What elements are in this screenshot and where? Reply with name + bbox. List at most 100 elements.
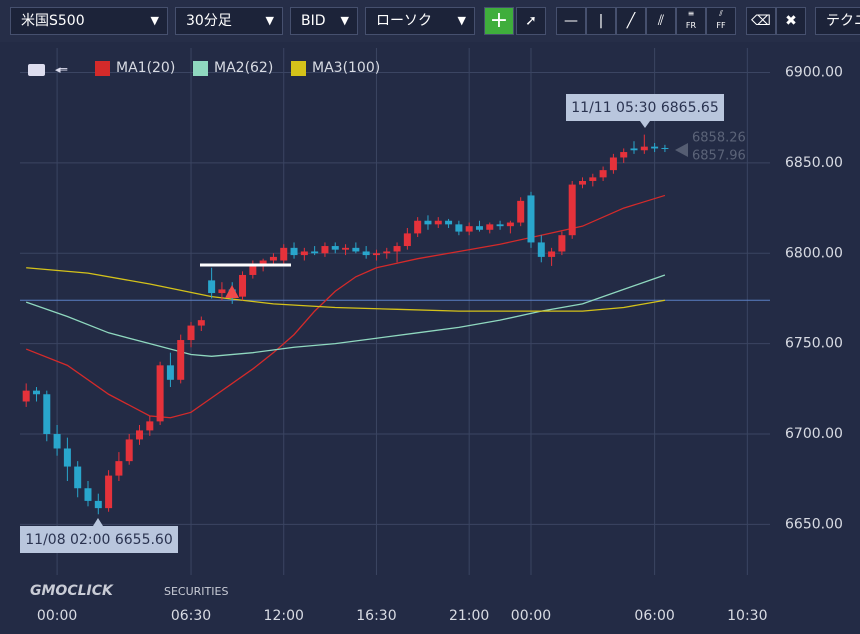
logo-sub: SECURITIES [164,585,228,598]
last-ask: 6857.96 [692,149,746,164]
timeframe: 30分足 [186,13,232,29]
technical: テクニ [826,13,860,29]
x-tick-label: 06:30 [171,608,211,624]
ma-line [25,274,666,357]
candle-body [94,500,102,509]
candle-body [125,439,133,462]
candle-body [177,340,185,380]
candle-body [445,220,453,225]
candle-body [32,390,40,395]
candle-body [300,251,308,256]
chart: 6650.00 6700.00 6750.00 6800.00 6850.00 6900.… [0,42,860,634]
candle-body [630,148,638,151]
legend-label: MA1(20) [116,60,175,76]
y-tick-label: 6650.00 [785,516,843,532]
candle-body [53,434,61,449]
crosshair-button[interactable]: + [484,7,514,35]
candle-body [465,226,473,232]
high-annotation: 11/11 05:30 6865.65 [571,100,719,116]
candle-body [372,253,380,256]
y-tick-label: 6700.00 [785,426,843,442]
candle-body [537,242,545,257]
x-tick-label: 00:00 [511,608,551,624]
candle-body [403,233,411,247]
candle-body [269,256,277,261]
candle-body [651,146,659,149]
vline-button[interactable]: | [586,7,616,35]
ff-button[interactable]: ⫽ FF [706,7,736,35]
candle-body [239,274,247,297]
candle-body [506,222,514,227]
style-select[interactable]: ローソク ▼ [365,7,475,35]
technical-button[interactable]: テクニ [815,7,860,35]
legend-label: MA3(100) [312,60,380,76]
candle-body [136,430,144,440]
eraser-button[interactable]: ⌫ [746,7,776,35]
candle-body [496,224,504,227]
candle-body [146,421,154,431]
last-price-pointer [675,143,688,157]
candle-body [290,247,298,256]
candle-body [352,247,360,252]
candle-body [434,220,442,225]
hline-button[interactable]: — [556,7,586,35]
candle-body [342,247,350,250]
candle-body [517,200,525,223]
candle-body [609,157,617,171]
y-tick-label: 6850.00 [785,155,843,171]
y-tick-label: 6800.00 [785,245,843,261]
erase-all-button[interactable]: ✖ [776,7,806,35]
low-annotation: 11/08 02:00 6655.60 [25,532,173,548]
comment-icon[interactable] [28,64,45,76]
candle-body [105,475,113,509]
collapse-icon[interactable]: ◂═ [55,63,68,76]
candle-body [84,488,92,501]
candle-body [589,177,597,181]
candle-body [558,235,566,252]
high-pointer [640,121,650,128]
fr-button[interactable]: ≡ FR [676,7,706,35]
legend-swatch [95,61,110,76]
candle-body [527,195,535,243]
candle-body [383,251,391,254]
high-annotation-box [566,94,724,121]
candle-body [280,247,288,261]
x-tick-label: 12:00 [264,608,304,624]
pointer-button[interactable]: ➚ [516,7,546,35]
last-bid: 6858.26 [692,131,746,146]
legend-label: MA2(62) [214,60,273,76]
trendline-button[interactable]: ╱ [616,7,646,35]
candle-body [321,246,329,254]
candle-body [568,184,576,236]
candle-body [166,365,174,380]
x-tick-label: 06:00 [634,608,674,624]
side-select[interactable]: BID ▼ [290,7,358,35]
candle-body [63,448,71,467]
timeframe-select[interactable]: 30分足 ▼ [175,7,283,35]
candle-body [424,220,432,225]
candle-body [475,226,483,230]
channel-button[interactable]: ⫽ [646,7,676,35]
legend-swatch [291,61,306,76]
candle-body [331,246,339,250]
candle-body [311,251,319,254]
logo: GMOCLICK [30,583,114,599]
symbol-select[interactable]: 米国S500 ▼ [10,7,168,35]
candle-body [486,224,494,230]
candle-body [218,289,226,294]
candle-body [208,280,216,294]
candle-body [599,170,607,178]
x-tick-label: 16:30 [356,608,396,624]
fr-label: FR [685,21,697,30]
candle-body [661,147,669,149]
candle-body [620,152,628,158]
candle-body [22,390,30,402]
candle-body [579,180,586,185]
signal-marker [225,285,239,298]
chart-style: ローソク [376,13,432,29]
candle-body [640,146,648,151]
candle-body [197,320,205,326]
side: BID [301,13,326,29]
toolbar: 米国S500 ▼ 30分足 ▼ BID ▼ ローソク ▼ + ➚ — | ╱ ⫽ ≡ FR… [0,0,860,42]
